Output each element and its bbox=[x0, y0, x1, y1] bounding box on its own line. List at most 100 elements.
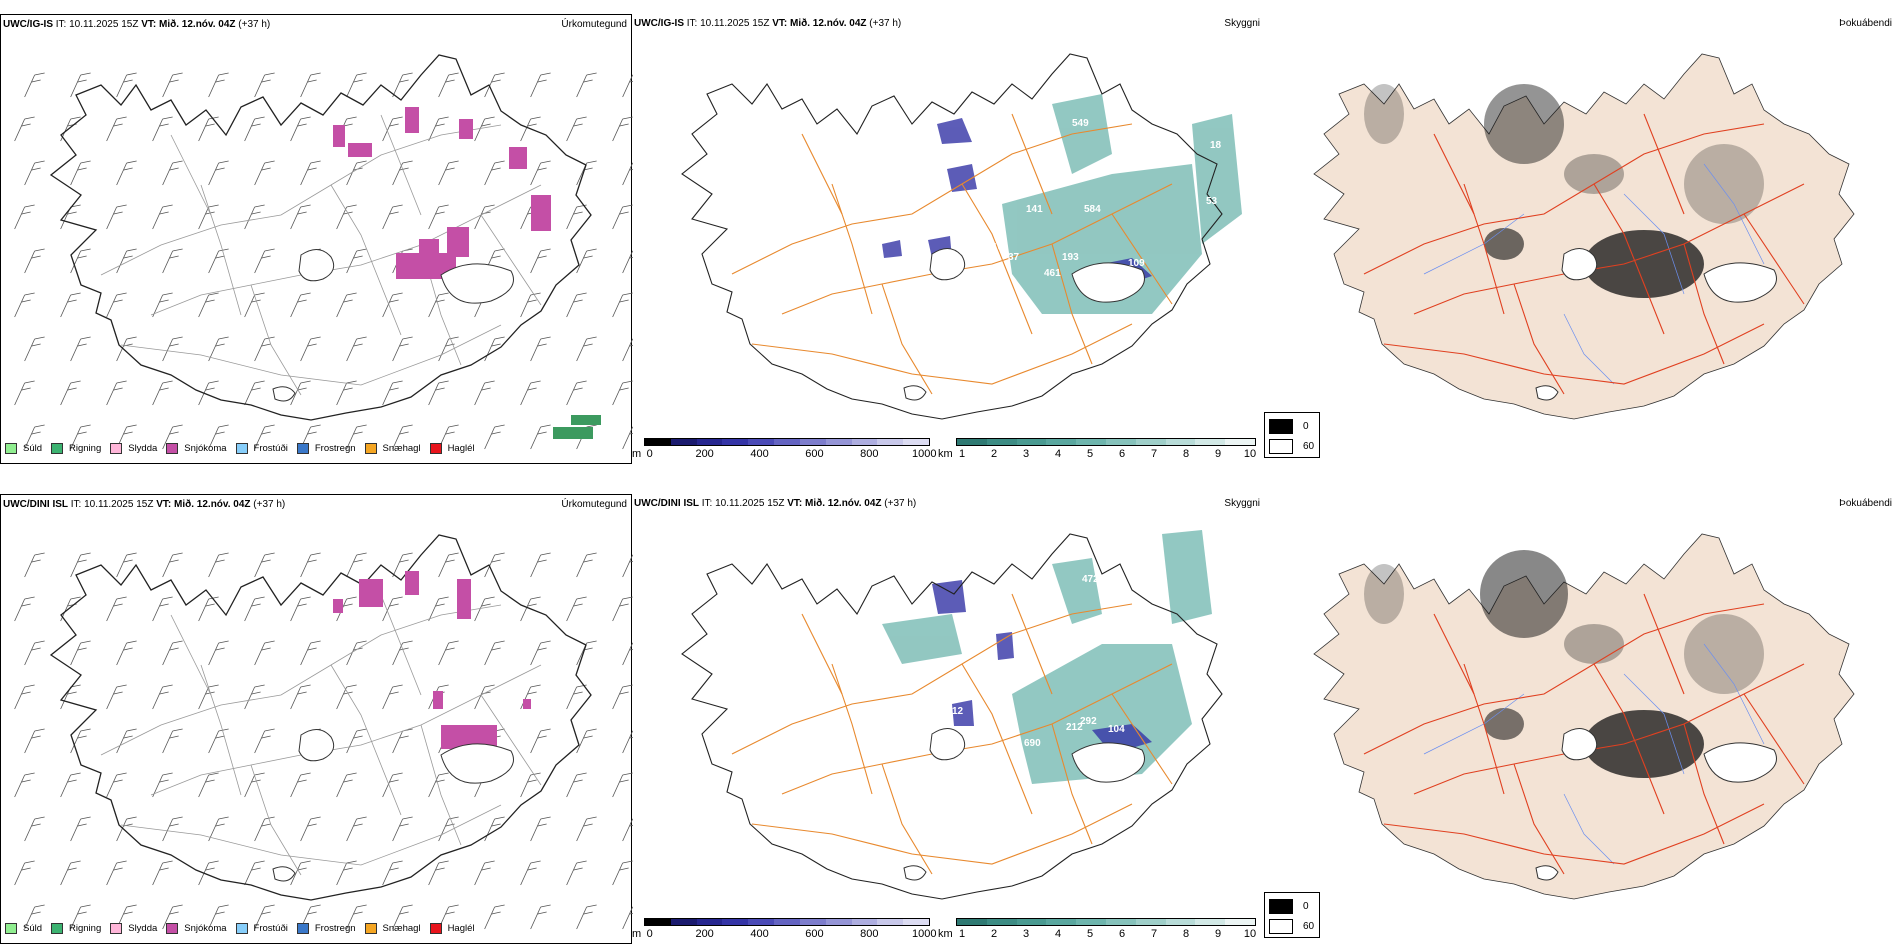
lead-time: (+37 h) bbox=[869, 18, 902, 29]
wind-barb bbox=[60, 292, 81, 318]
wind-barb bbox=[428, 380, 449, 406]
legend-swatch bbox=[364, 922, 377, 934]
wind-barb bbox=[24, 552, 45, 578]
wind-barb bbox=[346, 72, 367, 98]
wind-barb bbox=[116, 336, 137, 362]
wind-barb bbox=[116, 248, 137, 274]
legend-label: Snæhagl bbox=[382, 922, 421, 934]
wind-barb bbox=[392, 552, 413, 578]
legend-item: Rigning bbox=[51, 922, 101, 934]
wind-barb bbox=[428, 116, 449, 142]
wind-barb bbox=[612, 116, 633, 142]
cloud-value-label: 584 bbox=[1084, 204, 1101, 215]
model-name: UWC/IG-IS bbox=[3, 19, 53, 30]
it-label: IT: bbox=[701, 498, 713, 509]
wind-barb bbox=[300, 72, 321, 98]
wind-barb bbox=[14, 684, 35, 710]
wind-barb bbox=[520, 684, 541, 710]
wind-barb bbox=[300, 160, 321, 186]
visibility-title: Skyggni bbox=[1224, 18, 1260, 29]
glacier-outline bbox=[929, 728, 966, 761]
wind-barb bbox=[484, 336, 505, 362]
wind-barb bbox=[70, 552, 91, 578]
fog-panel-row1: Þokuábendi 0 60 bbox=[1264, 14, 1900, 464]
ceiling-unit: m bbox=[632, 448, 642, 460]
wind-barb bbox=[382, 684, 403, 710]
colorbar-tick: 4 bbox=[1054, 928, 1062, 940]
wind-barb bbox=[24, 816, 45, 842]
legend-swatch bbox=[166, 922, 179, 934]
wind-barb bbox=[392, 816, 413, 842]
wind-barb bbox=[60, 860, 81, 886]
precip-type-title: Úrkomutegund bbox=[561, 499, 627, 510]
wind-barb bbox=[24, 336, 45, 362]
wind-barb bbox=[116, 816, 137, 842]
wind-barb bbox=[382, 860, 403, 886]
wind-barb bbox=[24, 728, 45, 754]
glacier-outline bbox=[440, 263, 514, 304]
cloud-map-row1: 549 18 141 584 53 150 16 37 193 109 461 bbox=[681, 53, 1242, 420]
visibility-colorbar: km 1 2 3 4 5 6 7 8 9 10 bbox=[938, 438, 1260, 466]
colorbar-tick: 7 bbox=[1150, 928, 1158, 940]
colorbar-tick: 800 bbox=[860, 448, 879, 460]
wind-barb bbox=[622, 338, 633, 362]
wind-barb bbox=[576, 552, 597, 578]
colorbar-tick: 400 bbox=[750, 928, 769, 940]
wind-barb bbox=[438, 552, 459, 578]
wind-barb bbox=[612, 772, 633, 798]
cloud-value-label: 461 bbox=[1044, 268, 1061, 279]
colorbar-tick: 2 bbox=[990, 928, 998, 940]
wind-barb bbox=[244, 116, 265, 142]
wind-barb bbox=[198, 772, 219, 798]
wind-barb bbox=[14, 596, 35, 622]
wind-barb bbox=[244, 380, 265, 406]
wind-barb bbox=[152, 596, 173, 622]
wind-barb bbox=[438, 160, 459, 186]
fog-legend-high: 0 bbox=[1303, 421, 1309, 432]
vt-value: Mið. 12.nóv. 04Z bbox=[159, 19, 236, 30]
wind-barb bbox=[254, 904, 275, 930]
cloud-value-label: 37 bbox=[1008, 252, 1020, 263]
wind-barb bbox=[474, 860, 495, 886]
colorbar-tick: 8 bbox=[1182, 928, 1190, 940]
wind-barb bbox=[254, 424, 275, 450]
wind-barb bbox=[24, 424, 45, 450]
cloud-value-label: 472 bbox=[1082, 574, 1099, 585]
wind-barb bbox=[530, 336, 551, 362]
panel-title: UWC/IG-IS IT: 10.11.2025 15Z VT: Mið. 12… bbox=[3, 19, 270, 30]
wind-barb bbox=[106, 596, 127, 622]
wind-barb bbox=[346, 424, 367, 450]
wind-barb bbox=[198, 596, 219, 622]
legend-label: Súld bbox=[23, 442, 43, 454]
precip-panel-row2: UWC/DINI ISL IT: 10.11.2025 15Z VT: Mið.… bbox=[0, 494, 633, 944]
legend-item: Snæhagl bbox=[364, 922, 421, 934]
cloud-panel-row1: 549 18 141 584 53 150 16 37 193 109 461 UWC/IG-IS … bbox=[632, 14, 1264, 464]
colorbar-tick: 1 bbox=[958, 448, 966, 460]
wind-barb bbox=[290, 684, 311, 710]
glacier-outline bbox=[1071, 742, 1145, 783]
wind-barb bbox=[346, 248, 367, 274]
wind-barb bbox=[484, 72, 505, 98]
wind-barb bbox=[300, 552, 321, 578]
wind-barb bbox=[60, 596, 81, 622]
wind-barb bbox=[346, 552, 367, 578]
colorbar-tick: 400 bbox=[750, 448, 769, 460]
colorbar-tick: 1000 bbox=[912, 928, 937, 940]
legend-item: Slydda bbox=[110, 922, 157, 934]
wind-barbs bbox=[14, 72, 633, 450]
wind-barb bbox=[336, 204, 357, 230]
wind-barb bbox=[162, 816, 183, 842]
legend-item: Frostregn bbox=[296, 922, 356, 934]
glacier-outline bbox=[1561, 248, 1598, 281]
precip-map-row2 bbox=[14, 534, 633, 930]
ceiling-unit: m bbox=[632, 928, 642, 940]
colorbar-tick: 800 bbox=[860, 928, 879, 940]
wind-barb bbox=[70, 72, 91, 98]
colorbar-tick: 10 bbox=[1243, 928, 1257, 940]
wind-barb bbox=[566, 116, 587, 142]
wind-barb bbox=[106, 292, 127, 318]
legend-swatch bbox=[429, 922, 442, 934]
wind-barb bbox=[208, 904, 229, 930]
legend-label: Snæhagl bbox=[382, 442, 421, 454]
wind-barb bbox=[162, 160, 183, 186]
